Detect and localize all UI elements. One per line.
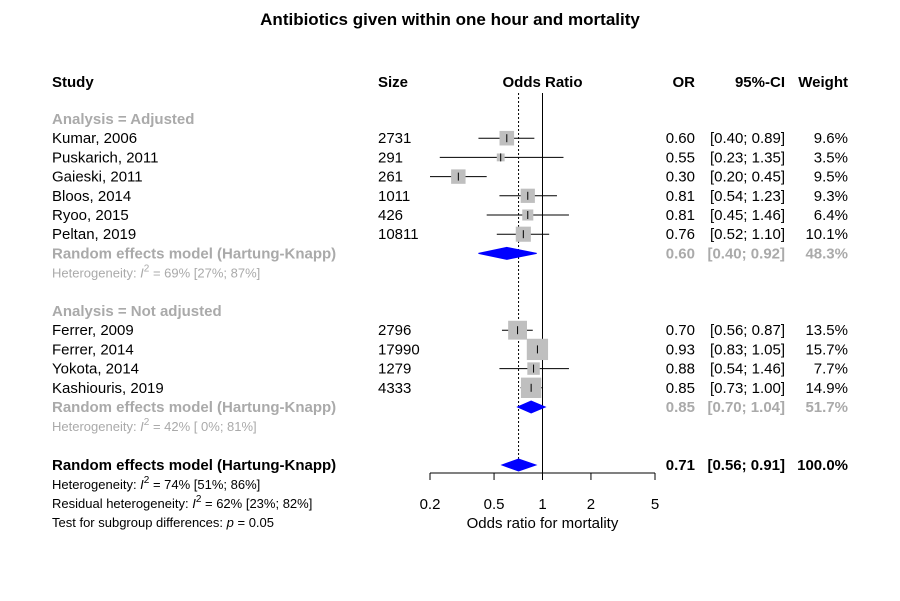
study-size: 261 — [378, 169, 403, 186]
header-ci: 95%-CI — [735, 74, 785, 91]
x-tick-label: 5 — [651, 496, 659, 513]
x-tick-label: 2 — [587, 496, 595, 513]
study-or: 0.85 — [666, 380, 695, 397]
overall-or: 0.71 — [666, 457, 695, 474]
study-ci: [0.40; 0.89] — [710, 130, 785, 147]
group-label: Analysis = Not adjusted — [52, 303, 222, 320]
study-size: 2796 — [378, 322, 411, 339]
study-ci: [0.54; 1.46] — [710, 361, 785, 378]
study-weight: 7.7% — [814, 361, 848, 378]
study-ci: [0.83; 1.05] — [710, 341, 785, 358]
study-size: 291 — [378, 149, 403, 166]
study-weight: 13.5% — [805, 322, 848, 339]
study-or: 0.88 — [666, 361, 695, 378]
study-weight: 9.6% — [814, 130, 848, 147]
overall-diamond — [500, 458, 538, 472]
study-name: Yokota, 2014 — [52, 361, 139, 378]
group-label: Analysis = Adjusted — [52, 111, 194, 128]
study-or: 0.60 — [666, 130, 695, 147]
study-size: 426 — [378, 207, 403, 224]
study-name: Bloos, 2014 — [52, 188, 131, 205]
study-or: 0.55 — [666, 149, 695, 166]
subgroup-model-label: Random effects model (Hartung-Knapp) — [52, 245, 336, 262]
study-ci: [0.56; 0.87] — [710, 322, 785, 339]
subgroup-weight: 48.3% — [805, 245, 848, 262]
study-ci: [0.45; 1.46] — [710, 207, 785, 224]
study-weight: 9.3% — [814, 188, 848, 205]
footer-stat: Heterogeneity: I2 = 74% [51%; 86%] — [52, 475, 260, 492]
chart-title: Antibiotics given within one hour and mo… — [260, 10, 640, 29]
subgroup-diamond — [478, 246, 537, 260]
study-name: Ferrer, 2014 — [52, 341, 134, 358]
header-size: Size — [378, 74, 408, 91]
study-ci: [0.54; 1.23] — [710, 188, 785, 205]
header-or: OR — [673, 74, 696, 91]
study-size: 1279 — [378, 361, 411, 378]
subgroup-or: 0.60 — [666, 245, 695, 262]
study-name: Gaieski, 2011 — [52, 169, 143, 186]
subgroup-or: 0.85 — [666, 399, 695, 416]
study-ci: [0.23; 1.35] — [710, 149, 785, 166]
study-or: 0.70 — [666, 322, 695, 339]
study-weight: 9.5% — [814, 169, 848, 186]
study-or: 0.81 — [666, 188, 695, 205]
study-size: 4333 — [378, 380, 411, 397]
overall-model-label: Random effects model (Hartung-Knapp) — [52, 457, 336, 474]
study-ci: [0.73; 1.00] — [710, 380, 785, 397]
study-weight: 15.7% — [805, 341, 848, 358]
study-weight: 3.5% — [814, 149, 848, 166]
header-study: Study — [52, 74, 94, 91]
study-name: Kashiouris, 2019 — [52, 380, 164, 397]
header-weight: Weight — [798, 74, 848, 91]
study-size: 17990 — [378, 341, 420, 358]
footer-stat: Residual heterogeneity: I2 = 62% [23%; 8… — [52, 494, 312, 511]
overall-weight: 100.0% — [797, 457, 848, 474]
study-ci: [0.52; 1.10] — [710, 226, 785, 243]
study-name: Kumar, 2006 — [52, 130, 137, 147]
study-size: 2731 — [378, 130, 411, 147]
study-name: Ryoo, 2015 — [52, 207, 129, 224]
subgroup-heterogeneity: Heterogeneity: I2 = 69% [27%; 87%] — [52, 264, 260, 281]
study-or: 0.30 — [666, 169, 695, 186]
study-or: 0.93 — [666, 341, 695, 358]
study-size: 10811 — [378, 226, 419, 243]
subgroup-diamond — [516, 400, 547, 414]
study-ci: [0.20; 0.45] — [710, 169, 785, 186]
study-weight: 6.4% — [814, 207, 848, 224]
x-axis-title: Odds ratio for mortality — [467, 515, 619, 532]
study-or: 0.81 — [666, 207, 695, 224]
x-tick-label: 1 — [538, 496, 546, 513]
overall-ci: [0.56; 0.91] — [707, 457, 785, 474]
study-name: Peltan, 2019 — [52, 226, 136, 243]
subgroup-ci: [0.70; 1.04] — [707, 399, 785, 416]
study-name: Puskarich, 2011 — [52, 149, 158, 166]
x-tick-label: 0.5 — [484, 496, 505, 513]
subgroup-heterogeneity: Heterogeneity: I2 = 42% [ 0%; 81%] — [52, 417, 257, 434]
study-weight: 10.1% — [805, 226, 848, 243]
header-odds-ratio: Odds Ratio — [502, 74, 582, 91]
subgroup-model-label: Random effects model (Hartung-Knapp) — [52, 399, 336, 416]
footer-stat: Test for subgroup differences: p = 0.05 — [52, 515, 274, 530]
subgroup-weight: 51.7% — [805, 399, 848, 416]
x-tick-label: 0.2 — [420, 496, 441, 513]
subgroup-ci: [0.40; 0.92] — [707, 245, 785, 262]
study-or: 0.76 — [666, 226, 695, 243]
study-size: 1011 — [378, 188, 410, 205]
study-weight: 14.9% — [805, 380, 848, 397]
study-name: Ferrer, 2009 — [52, 322, 134, 339]
